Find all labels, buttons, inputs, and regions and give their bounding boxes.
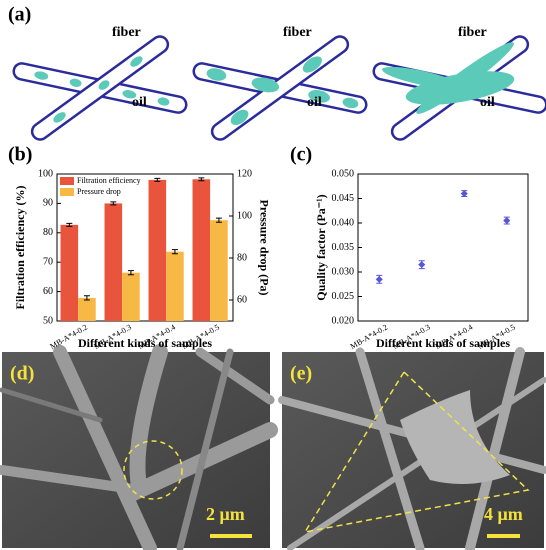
error-bar — [198, 177, 205, 182]
error-bar — [83, 295, 90, 301]
plot-frame — [56, 173, 234, 322]
oil-label: oil — [480, 95, 495, 110]
y-tick-label: 0.020 — [332, 315, 355, 326]
legend-swatch — [60, 188, 74, 196]
panel-label: (c) — [290, 144, 312, 166]
y-axis-label: Quality factor (Pa⁻¹) — [314, 194, 328, 300]
bar — [166, 251, 184, 321]
error-bar — [376, 274, 383, 284]
bar — [60, 224, 79, 321]
y-tick-label: 50 — [43, 315, 53, 326]
y2-tick-label: 60 — [237, 294, 247, 305]
error-bar — [418, 260, 425, 270]
y-axis-label: Filtration efficiency (%) — [13, 186, 27, 310]
scale-label: 4 μm — [484, 504, 523, 524]
error-bar — [461, 190, 468, 198]
plot-frame — [357, 173, 529, 322]
panel-label: (a) — [8, 4, 31, 26]
x-axis-label: Different kinds of samples — [78, 336, 212, 350]
panel-label: (b) — [8, 144, 32, 166]
y-tick-label: 70 — [43, 256, 53, 267]
y-tick-label: 80 — [43, 227, 53, 238]
y2-tick-label: 100 — [237, 210, 252, 221]
panel-label: (e) — [290, 363, 312, 385]
y-tick-label: 0.035 — [332, 242, 355, 253]
oil-label: oil — [307, 95, 322, 110]
y-tick-label: 0.045 — [332, 193, 355, 204]
sem-image — [0, 344, 278, 550]
bar — [210, 220, 228, 321]
scale-label: 2 μm — [206, 504, 245, 524]
y-tick-label: 0.040 — [332, 217, 355, 228]
bar — [192, 179, 211, 321]
error-bar — [503, 216, 510, 225]
sem-image — [278, 347, 546, 550]
error-bar — [154, 177, 161, 182]
fiber-label: fiber — [283, 25, 312, 40]
panel-label: (d) — [10, 363, 34, 385]
y-tick-label: 0.025 — [332, 291, 355, 302]
y-tick-label: 90 — [43, 198, 53, 209]
legend-label: Filtration efficiency — [77, 176, 141, 185]
error-bar — [110, 201, 117, 206]
bar — [78, 297, 96, 321]
y2-tick-label: 80 — [237, 252, 247, 263]
fiber-diagram — [192, 35, 368, 141]
error-bar — [127, 270, 134, 276]
bar — [148, 179, 167, 321]
x-axis-label: Different kinds of samples — [376, 336, 510, 350]
legend-label: Pressure drop — [77, 187, 121, 196]
legend-swatch — [60, 177, 74, 185]
y-tick-label: 0.050 — [332, 168, 355, 179]
bar — [104, 203, 123, 321]
bar — [122, 272, 140, 321]
oil-label: oil — [132, 95, 147, 110]
y-tick-label: 100 — [38, 168, 53, 179]
fiber-diagram — [372, 35, 546, 141]
y-tick-label: 0.030 — [332, 266, 355, 277]
y-tick-label: 60 — [43, 286, 53, 297]
error-bar — [215, 217, 222, 223]
fiber-label: fiber — [458, 25, 487, 40]
fiber-label: fiber — [112, 25, 141, 40]
y2-tick-label: 120 — [237, 168, 252, 179]
error-bar — [66, 222, 73, 227]
y2-axis-label: Pressure drop (Pa) — [257, 200, 271, 296]
fiber-diagram — [12, 35, 188, 141]
error-bar — [171, 249, 178, 255]
